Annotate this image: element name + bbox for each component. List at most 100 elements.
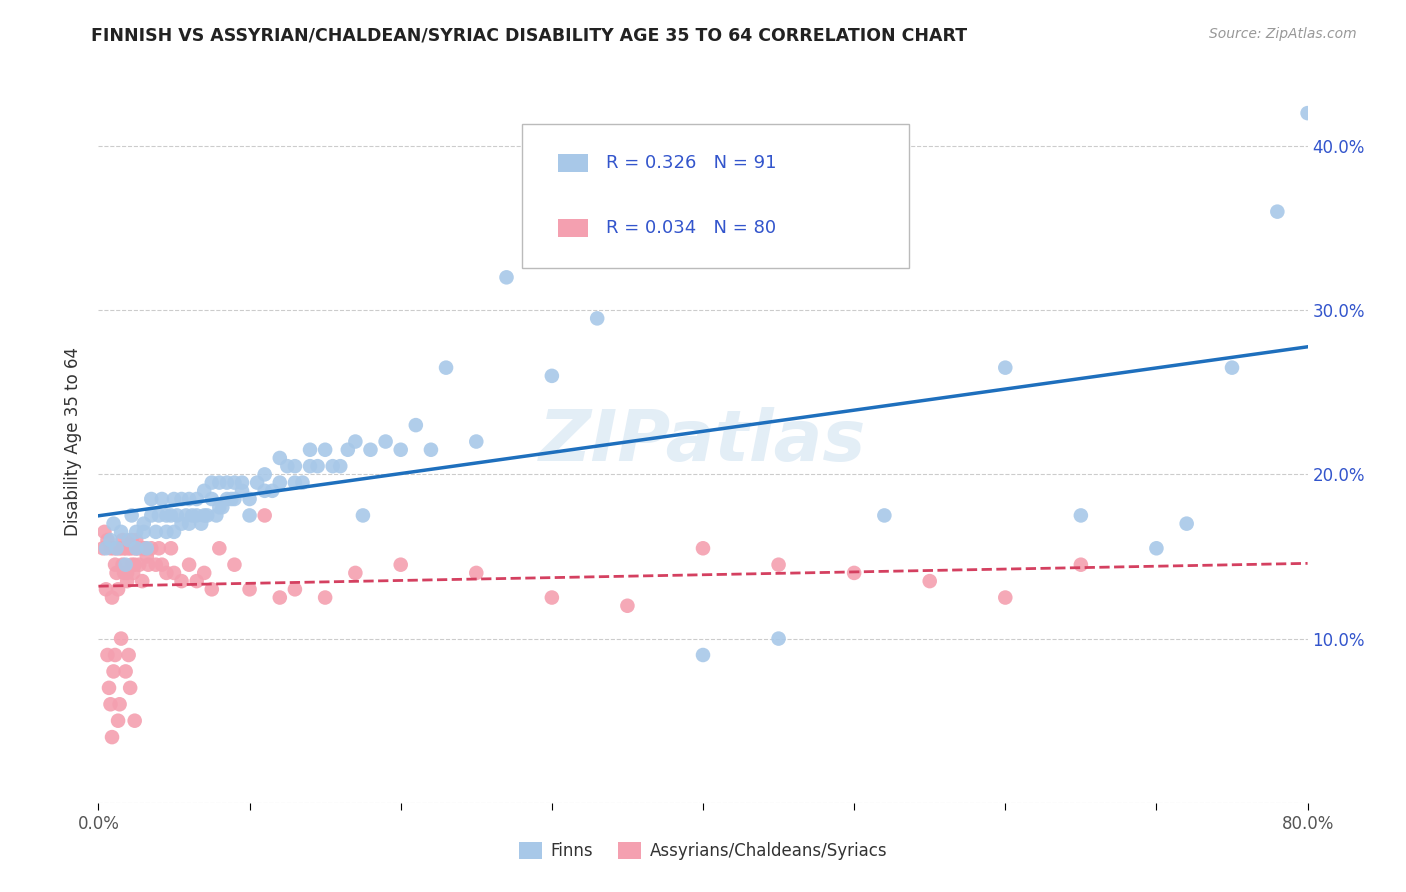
Point (314, 442, 336, 457)
Point (269, 475, 291, 490)
Point (166, 508, 188, 523)
Point (193, 483, 215, 498)
Point (131, 574, 153, 588)
Point (112, 541, 135, 556)
Point (108, 698, 131, 712)
Point (163, 491, 186, 506)
Point (111, 533, 134, 547)
Point (91, 541, 114, 556)
Point (344, 434, 367, 449)
Point (100, 533, 122, 547)
Point (201, 475, 224, 490)
Point (125, 524, 148, 539)
Point (103, 665, 125, 679)
Point (135, 541, 157, 556)
Text: R = 0.034   N = 80: R = 0.034 N = 80 (606, 219, 776, 237)
Point (284, 582, 307, 597)
Point (160, 508, 183, 523)
Point (122, 566, 145, 580)
Point (692, 648, 714, 662)
Point (125, 533, 148, 547)
Point (692, 541, 714, 556)
Point (100, 541, 122, 556)
Point (135, 549, 157, 564)
Point (405, 418, 427, 433)
Point (215, 491, 238, 506)
Point (107, 582, 129, 597)
Point (329, 459, 352, 474)
Point (239, 582, 262, 597)
Point (1220, 360, 1243, 375)
Point (211, 500, 233, 515)
Point (148, 508, 170, 523)
Point (299, 459, 322, 474)
Point (1267, 204, 1289, 219)
Point (284, 459, 307, 474)
Point (110, 541, 132, 556)
Point (269, 450, 291, 465)
Point (170, 516, 193, 531)
Text: ZIPatlas: ZIPatlas (540, 407, 866, 476)
Point (163, 524, 186, 539)
Text: FINNISH VS ASSYRIAN/CHALDEAN/SYRIAC DISABILITY AGE 35 TO 64 CORRELATION CHART: FINNISH VS ASSYRIAN/CHALDEAN/SYRIAC DISA… (91, 27, 967, 45)
Point (631, 221, 654, 235)
Legend: Finns, Assyrians/Chaldeans/Syriacs: Finns, Assyrians/Chaldeans/Syriacs (512, 835, 894, 867)
Point (465, 566, 488, 580)
Point (101, 591, 124, 605)
Point (124, 558, 146, 572)
Point (108, 541, 131, 556)
Point (253, 508, 276, 523)
Point (114, 558, 136, 572)
Point (112, 566, 135, 580)
Point (105, 541, 128, 556)
Point (1296, 106, 1319, 120)
Point (120, 681, 142, 695)
Point (121, 508, 143, 523)
Point (186, 508, 208, 523)
Point (174, 508, 197, 523)
Point (96, 533, 118, 547)
Point (105, 541, 128, 556)
Point (205, 508, 228, 523)
Point (94, 541, 117, 556)
Point (148, 541, 170, 556)
Point (150, 491, 173, 506)
Point (186, 574, 208, 588)
Point (186, 491, 208, 506)
Point (160, 541, 183, 556)
Point (873, 508, 896, 523)
Point (179, 516, 201, 531)
Point (434, 360, 457, 375)
Point (195, 508, 218, 523)
Point (118, 541, 141, 556)
Point (208, 500, 231, 515)
Point (221, 491, 243, 506)
Point (100, 698, 122, 712)
Point (141, 491, 163, 506)
Point (201, 491, 224, 506)
Point (127, 541, 149, 556)
Point (136, 558, 159, 572)
Point (103, 516, 125, 531)
FancyBboxPatch shape (558, 219, 588, 237)
FancyBboxPatch shape (522, 124, 908, 268)
Point (224, 491, 246, 506)
Point (145, 558, 167, 572)
Point (134, 541, 156, 556)
Point (115, 566, 138, 580)
Point (299, 442, 322, 457)
Text: Source: ZipAtlas.com: Source: ZipAtlas.com (1209, 27, 1357, 41)
Point (360, 442, 382, 457)
Point (253, 483, 276, 498)
Point (190, 516, 212, 531)
Point (389, 558, 412, 572)
Point (125, 541, 148, 556)
Point (170, 574, 193, 588)
Point (420, 442, 443, 457)
Point (844, 566, 866, 580)
Point (193, 566, 215, 580)
Point (103, 541, 125, 556)
Point (101, 730, 124, 744)
Point (110, 632, 132, 646)
Point (98, 681, 121, 695)
